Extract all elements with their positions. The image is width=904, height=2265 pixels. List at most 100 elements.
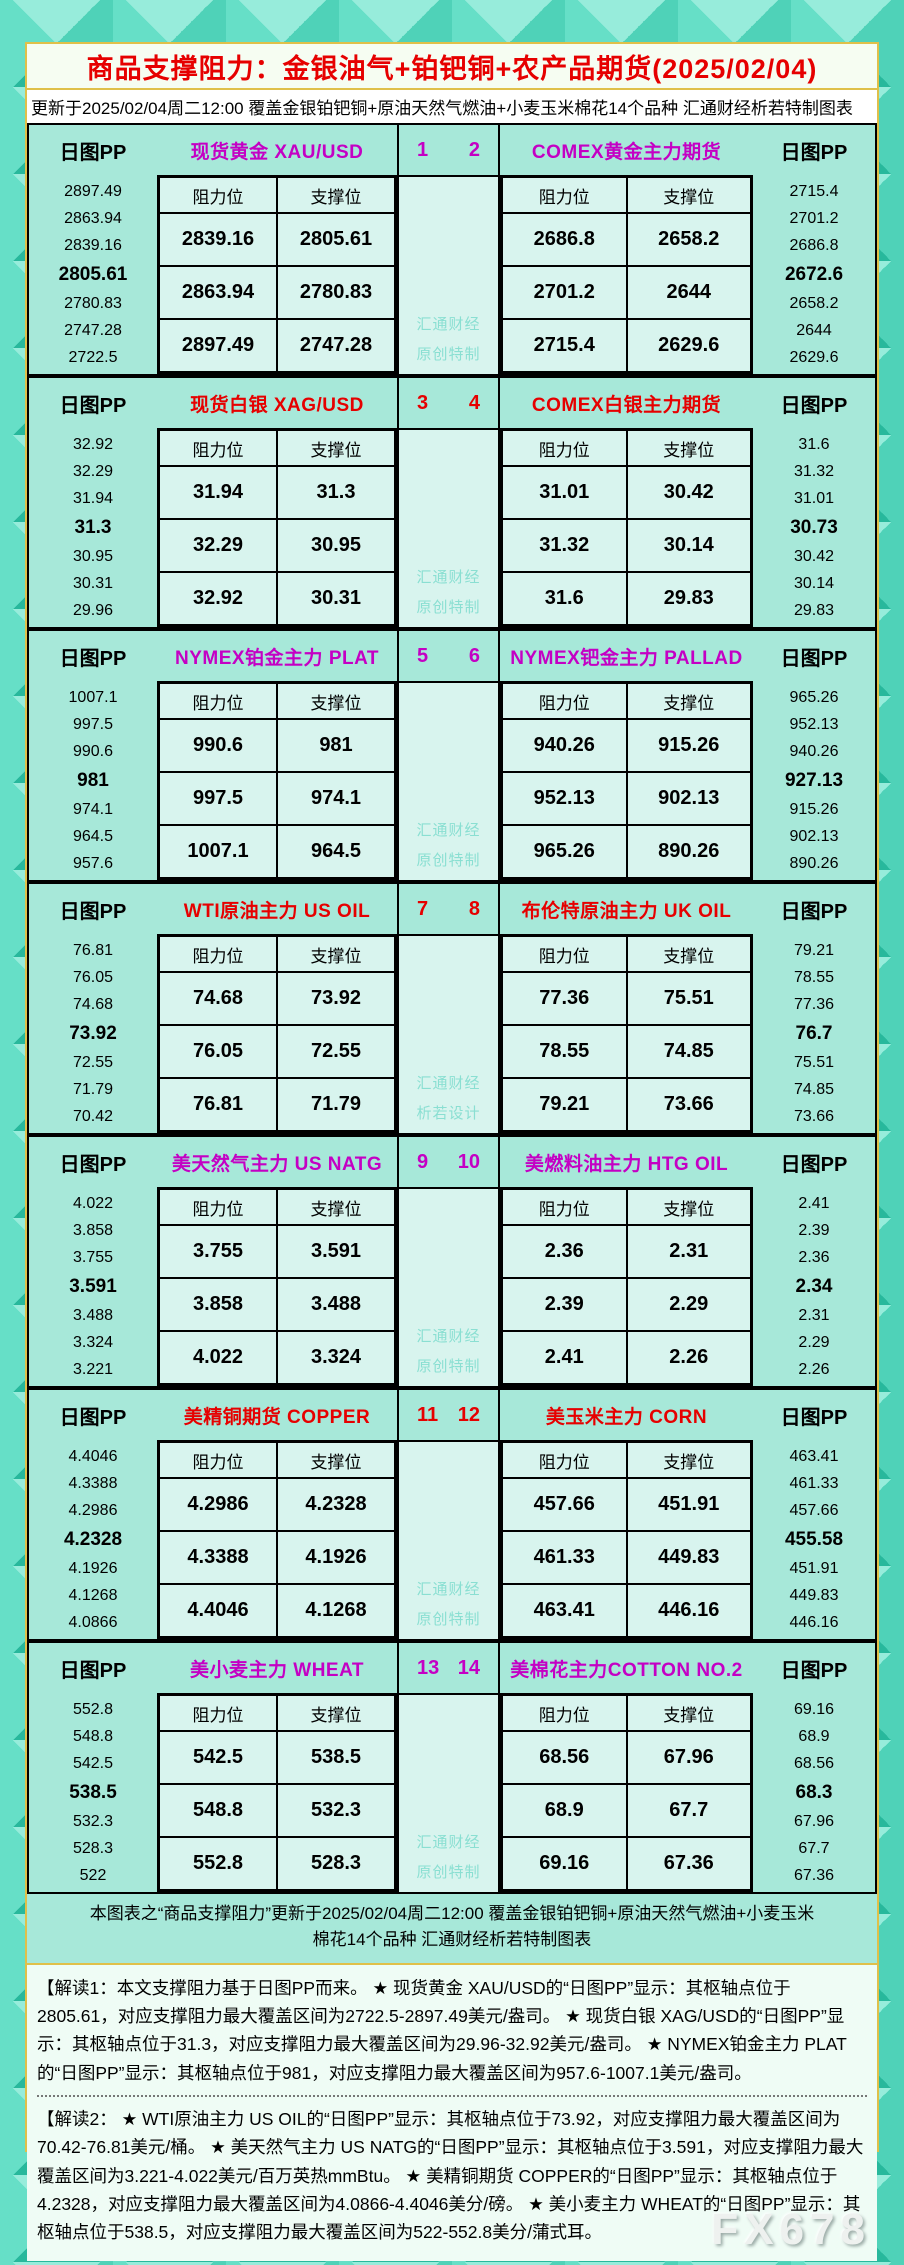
- resistance-column-header: 阻力位: [502, 177, 627, 213]
- pivot-level-value: 3.324: [72, 1333, 114, 1351]
- huitong-watermark-line: 汇通财经: [416, 316, 481, 333]
- pivot-level-value: 31.01: [793, 489, 835, 507]
- resistance-column-header: 阻力位: [502, 1189, 627, 1225]
- pivot-level-value: 2.31: [798, 1306, 830, 1324]
- resistance-value: 1007.1: [159, 825, 277, 878]
- resistance-value: 461.33: [502, 1531, 627, 1584]
- resistance-value: 2.36: [502, 1225, 627, 1278]
- support-value: 2644: [626, 266, 751, 319]
- daily-pp-label-left: 日图PP: [59, 1153, 127, 1176]
- support-value: 449.83: [626, 1531, 751, 1584]
- daily-pp-label-right: 日图PP: [780, 647, 848, 670]
- support-column-header: 支撑位: [626, 936, 751, 972]
- support-column-header: 支撑位: [277, 177, 395, 213]
- pivot-level-value: 32.29: [72, 462, 114, 480]
- pivot-level-value: 31.6: [798, 435, 830, 453]
- pivot-level-value: 73.66: [793, 1107, 835, 1125]
- panel-number-pair: 11 12: [397, 1390, 500, 1440]
- pivot-level-value: 31.32: [793, 462, 835, 480]
- pivot-level-value: 890.26: [789, 854, 839, 872]
- resistance-value: 3.858: [159, 1278, 277, 1331]
- panel-number-pair: 9 10: [397, 1137, 500, 1187]
- pivot-level-value: 4.1268: [68, 1586, 118, 1604]
- pivot-level-value: 67.36: [793, 1866, 835, 1884]
- left-support-resistance-table: 阻力位 支撑位 542.5 538.5 548.8 532.3 552.8 528.3: [157, 1693, 397, 1892]
- pivot-level-value: 2780.83: [64, 294, 122, 312]
- pivot-level-value: 4.4046: [68, 1447, 118, 1465]
- resistance-value: 3.755: [159, 1225, 277, 1278]
- pivot-level-value: 3.755: [72, 1248, 114, 1266]
- support-value: 2805.61: [277, 213, 395, 266]
- pivot-level-value: 446.16: [789, 1613, 839, 1631]
- right-panel-title: 美玉米主力 CORN: [545, 1406, 708, 1428]
- right-panel-title: 美燃料油主力 HTG OIL: [524, 1153, 729, 1175]
- panel-number: 6: [468, 644, 480, 667]
- daily-pp-label-left: 日图PP: [59, 141, 127, 164]
- support-value: 29.83: [626, 572, 751, 625]
- resistance-column-header: 阻力位: [159, 1189, 277, 1225]
- huitong-watermark-line: 汇通财经: [416, 1834, 481, 1851]
- pivot-level-value: 2644: [796, 321, 832, 339]
- support-value: 31.3: [277, 466, 395, 519]
- support-value: 2.31: [626, 1225, 751, 1278]
- pivot-level-value: 70.42: [72, 1107, 114, 1125]
- resistance-value: 463.41: [502, 1584, 627, 1637]
- left-pivot-levels-column: 32.92 32.29 31.94 31.3 30.95 30.31 29.96: [29, 428, 157, 627]
- pivot-level-value: 457.66: [789, 1501, 839, 1519]
- support-value: 74.85: [626, 1025, 751, 1078]
- center-watermark-cell: 汇通财经 析若设计: [397, 934, 500, 1133]
- support-column-header: 支撑位: [626, 430, 751, 466]
- center-watermark-cell: 汇通财经 原创特制: [397, 1693, 500, 1892]
- left-panel-title: 现货白银 XAG/USD: [190, 394, 364, 416]
- daily-pp-label-left: 日图PP: [59, 900, 127, 923]
- daily-pp-label-left: 日图PP: [59, 647, 127, 670]
- support-value: 30.42: [626, 466, 751, 519]
- huitong-watermark-line: 原创特制: [416, 1358, 481, 1375]
- pivot-level-value: 997.5: [72, 715, 114, 733]
- huitong-watermark-line: 汇通财经: [416, 1581, 481, 1598]
- support-value: 67.36: [626, 1837, 751, 1890]
- pivot-level-value: 68.56: [793, 1754, 835, 1772]
- commodity-row: 日图PP 美精铜期货 COPPER 11 12 美玉米主力 CORN 日图PP 4.4046…: [27, 1388, 877, 1641]
- panel-number: 7: [417, 897, 429, 920]
- support-value: 964.5: [277, 825, 395, 878]
- support-value: 4.1268: [277, 1584, 395, 1637]
- resistance-column-header: 阻力位: [502, 936, 627, 972]
- panel-number: 14: [457, 1656, 480, 1679]
- pivot-level-value: 990.6: [72, 742, 114, 760]
- resistance-value: 2701.2: [502, 266, 627, 319]
- pivot-level-value: 30.42: [793, 547, 835, 565]
- resistance-value: 4.2986: [159, 1478, 277, 1531]
- resistance-value: 2.39: [502, 1278, 627, 1331]
- pivot-level-value: 902.13: [789, 827, 839, 845]
- panel-number: 11: [417, 1403, 439, 1426]
- fx678-watermark: FX678: [711, 2204, 871, 2254]
- support-column-header: 支撑位: [626, 1695, 751, 1731]
- pivot-level-value: 67.7: [798, 1839, 830, 1857]
- support-value: 981: [277, 719, 395, 772]
- pivot-point-value: 30.73: [790, 516, 838, 538]
- panel-number: 8: [468, 897, 480, 920]
- resistance-column-header: 阻力位: [159, 177, 277, 213]
- right-support-resistance-table: 阻力位 支撑位 457.66 451.91 461.33 449.83 463.41 446.…: [500, 1440, 753, 1639]
- daily-pp-label-left: 日图PP: [59, 1659, 127, 1682]
- pivot-point-value: 73.92: [69, 1022, 117, 1044]
- left-pivot-levels-column: 4.4046 4.3388 4.2986 4.2328 4.1926 4.1268 4.08…: [29, 1440, 157, 1639]
- support-value: 915.26: [626, 719, 751, 772]
- resistance-value: 31.94: [159, 466, 277, 519]
- resistance-value: 4.022: [159, 1331, 277, 1384]
- left-support-resistance-table: 阻力位 支撑位 3.755 3.591 3.858 3.488 4.022 3.324: [157, 1187, 397, 1386]
- resistance-value: 990.6: [159, 719, 277, 772]
- resistance-value: 31.32: [502, 519, 627, 572]
- pivot-level-value: 461.33: [789, 1474, 839, 1492]
- commodity-row: 日图PP 现货黄金 XAU/USD 1 2 COMEX黄金主力期货 日图PP 2897.49…: [27, 123, 877, 376]
- right-pivot-levels-column: 31.6 31.32 31.01 30.73 30.42 30.14 29.83: [753, 428, 875, 627]
- pivot-level-value: 3.858: [72, 1221, 114, 1239]
- pivot-point-value: 68.3: [795, 1781, 833, 1803]
- panel-number: 1: [417, 138, 429, 161]
- left-support-resistance-table: 阻力位 支撑位 4.2986 4.2328 4.3388 4.1926 4.4046 4.12…: [157, 1440, 397, 1639]
- resistance-value: 31.01: [502, 466, 627, 519]
